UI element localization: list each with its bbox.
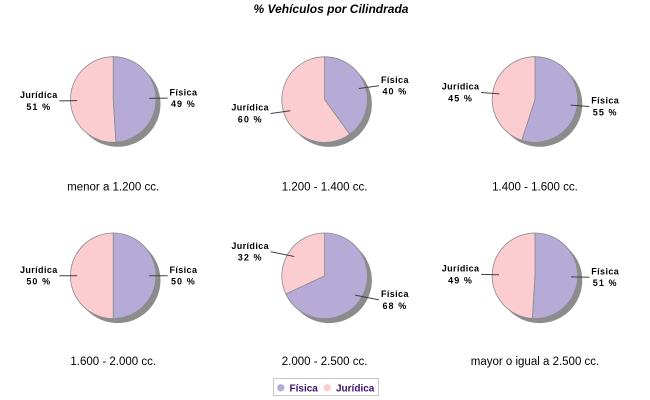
- svg-text:Física: Física: [591, 266, 620, 276]
- svg-text:Física: Física: [169, 87, 198, 97]
- svg-text:Física: Física: [290, 383, 319, 394]
- svg-text:Física: Física: [381, 75, 410, 85]
- svg-text:50 %: 50 %: [171, 277, 196, 287]
- svg-text:Jurídica: Jurídica: [20, 90, 58, 100]
- svg-text:1.400 - 1.600 cc.: 1.400 - 1.600 cc.: [492, 182, 578, 194]
- svg-text:Física: Física: [169, 265, 198, 275]
- svg-text:49 %: 49 %: [171, 99, 196, 109]
- svg-text:40 %: 40 %: [382, 87, 407, 97]
- svg-text:Jurídica: Jurídica: [336, 383, 375, 394]
- svg-text:51 %: 51 %: [26, 102, 51, 112]
- svg-text:50 %: 50 %: [26, 277, 51, 287]
- svg-text:1.200 - 1.400 cc.: 1.200 - 1.400 cc.: [282, 182, 368, 194]
- svg-text:Jurídica: Jurídica: [231, 241, 269, 251]
- svg-text:Jurídica: Jurídica: [442, 82, 480, 92]
- svg-text:68 %: 68 %: [382, 301, 407, 311]
- svg-text:1.600 - 2.000 cc.: 1.600 - 2.000 cc.: [70, 356, 156, 368]
- svg-text:2.000 - 2.500 cc.: 2.000 - 2.500 cc.: [282, 356, 368, 368]
- svg-text:Jurídica: Jurídica: [442, 264, 480, 274]
- svg-text:49 %: 49 %: [448, 275, 473, 285]
- svg-text:32 %: 32 %: [238, 253, 263, 263]
- svg-text:Jurídica: Jurídica: [20, 265, 58, 275]
- svg-text:Física: Física: [591, 96, 620, 106]
- svg-text:55 %: 55 %: [593, 107, 618, 117]
- svg-text:Física: Física: [381, 289, 410, 299]
- svg-text:45 %: 45 %: [448, 93, 473, 103]
- svg-text:mayor o igual a 2.500 cc.: mayor o igual a 2.500 cc.: [471, 356, 600, 368]
- svg-text:Jurídica: Jurídica: [231, 103, 269, 113]
- svg-text:% Vehículos por Cilindrada: % Vehículos por Cilindrada: [254, 2, 409, 16]
- svg-text:60 %: 60 %: [238, 114, 263, 124]
- svg-text:51 %: 51 %: [593, 278, 618, 288]
- svg-text:menor a 1.200 cc.: menor a 1.200 cc.: [67, 182, 159, 194]
